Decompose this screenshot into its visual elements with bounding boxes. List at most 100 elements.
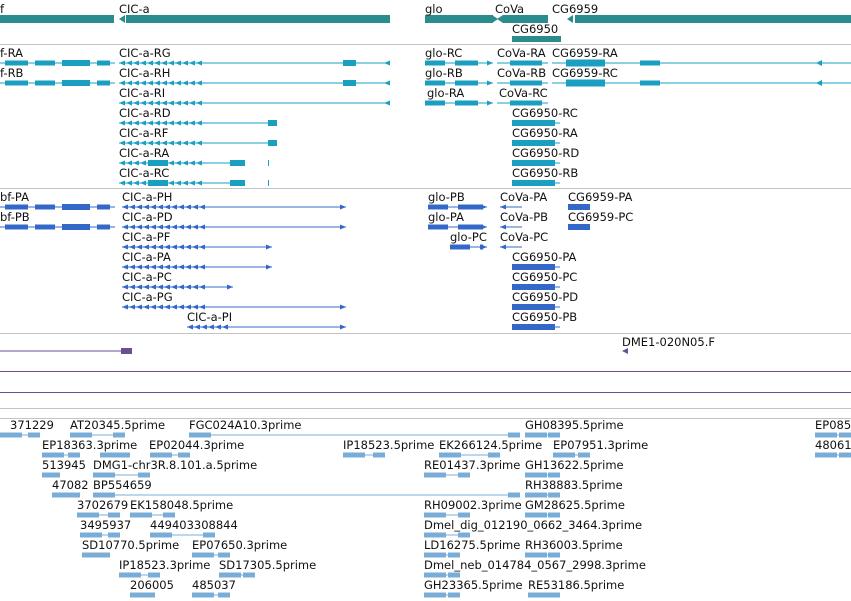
exon-arrow[interactable] <box>171 284 177 290</box>
exon-arrow[interactable] <box>816 80 822 86</box>
gene-label[interactable]: CIC-a <box>119 2 150 16</box>
transcript-label[interactable]: CG6959-RA <box>552 46 618 60</box>
exon-arrow[interactable] <box>126 160 132 166</box>
exon-arrow[interactable] <box>157 284 163 290</box>
exon[interactable] <box>425 80 445 86</box>
exon[interactable] <box>230 180 245 186</box>
gene-glyph-f[interactable] <box>0 15 114 23</box>
exon-arrow[interactable] <box>122 224 128 230</box>
exon-arrow[interactable] <box>168 160 174 166</box>
exon[interactable] <box>230 160 245 166</box>
est-label[interactable]: EP02044.3prime <box>149 438 245 452</box>
exon[interactable] <box>640 60 660 66</box>
est-block[interactable] <box>130 512 152 518</box>
est-label[interactable]: RH38883.5prime <box>525 478 623 492</box>
exon-arrow[interactable] <box>161 60 167 66</box>
est-block[interactable] <box>424 512 446 518</box>
exon-arrow[interactable] <box>122 304 128 310</box>
exon-arrow[interactable] <box>189 160 195 166</box>
protein-label[interactable]: glo-PA <box>428 210 464 224</box>
cds-arrow[interactable] <box>266 244 272 250</box>
est-block[interactable] <box>178 452 190 458</box>
exon-arrow[interactable] <box>154 80 160 86</box>
exon[interactable] <box>455 100 478 106</box>
est-label[interactable]: GH08395.5prime <box>525 418 624 432</box>
exon-arrow[interactable] <box>199 304 205 310</box>
cds[interactable] <box>5 224 28 230</box>
exon-arrow[interactable] <box>192 264 198 270</box>
exon-arrow[interactable] <box>192 204 198 210</box>
exon[interactable] <box>268 160 269 166</box>
cds-arrow[interactable] <box>340 204 346 210</box>
exon-arrow[interactable] <box>194 324 200 330</box>
est-label[interactable]: GM28625.5prime <box>525 498 625 512</box>
exon-arrow[interactable] <box>175 160 181 166</box>
cds[interactable] <box>450 244 470 250</box>
exon-arrow[interactable] <box>161 120 167 126</box>
est-block[interactable] <box>93 492 115 498</box>
exon-arrow[interactable] <box>122 284 128 290</box>
exon-arrow[interactable] <box>133 120 139 126</box>
exon[interactable] <box>97 60 110 66</box>
exon-arrow[interactable] <box>157 224 163 230</box>
exon-arrow[interactable] <box>140 80 146 86</box>
exon-arrow[interactable] <box>182 140 188 146</box>
est-block[interactable] <box>458 532 470 538</box>
est-block[interactable] <box>839 432 851 438</box>
exon-arrow[interactable] <box>192 284 198 290</box>
clone-label[interactable]: DME1-020N05.F <box>622 335 715 349</box>
est-block[interactable] <box>143 592 155 598</box>
exon-arrow[interactable] <box>150 284 156 290</box>
exon-arrow[interactable] <box>189 120 195 126</box>
gene-label[interactable]: CoVa <box>495 2 525 16</box>
protein-label[interactable]: CIC-a-PD <box>122 210 173 224</box>
transcript-label[interactable]: CG6950-RA <box>512 126 578 140</box>
est-block[interactable] <box>218 592 230 598</box>
cds-arrow[interactable] <box>481 244 487 250</box>
exon-arrow[interactable] <box>119 60 125 66</box>
gene-glyph-cic-a[interactable] <box>126 15 390 23</box>
protein-label[interactable]: CG6950-PD <box>512 290 579 304</box>
gene-glyph-cova[interactable] <box>503 15 548 23</box>
est-label[interactable]: 48061 <box>815 438 851 452</box>
exon-arrow[interactable] <box>175 140 181 146</box>
exon-arrow[interactable] <box>150 224 156 230</box>
exon-arrow[interactable] <box>133 180 139 186</box>
est-label[interactable]: 3702679 <box>77 498 129 512</box>
exon-arrow[interactable] <box>215 324 221 330</box>
exon-arrow[interactable] <box>157 304 163 310</box>
est-block[interactable] <box>439 452 461 458</box>
exon-arrow[interactable] <box>164 304 170 310</box>
est-label[interactable]: RE53186.5prime <box>528 578 625 592</box>
exon-arrow[interactable] <box>189 80 195 86</box>
est-label[interactable]: 513945 <box>42 458 86 472</box>
exon-arrow[interactable] <box>140 100 146 106</box>
protein-label[interactable]: CG6950-PB <box>512 310 578 324</box>
est-label[interactable]: 47082 <box>52 478 89 492</box>
est-block[interactable] <box>424 472 446 478</box>
cds-cg6959-pc[interactable] <box>568 224 590 230</box>
exon-arrow[interactable] <box>384 60 390 66</box>
exon[interactable] <box>62 60 90 66</box>
exon-arrow[interactable] <box>208 324 214 330</box>
exon[interactable] <box>455 60 478 66</box>
exon[interactable] <box>510 100 542 106</box>
est-block[interactable] <box>424 552 446 558</box>
est-label[interactable]: 3495937 <box>80 518 132 532</box>
est-label[interactable]: 485037 <box>192 578 236 592</box>
exon[interactable] <box>640 80 660 86</box>
exon-arrow[interactable] <box>143 204 149 210</box>
est-block[interactable] <box>578 452 590 458</box>
est-label[interactable]: DMG1-chr3R.8.101.a.5prime <box>93 458 258 472</box>
cds-cg6959-pa[interactable] <box>568 204 590 210</box>
est-block[interactable] <box>508 432 520 438</box>
gene-label[interactable]: f <box>0 2 5 16</box>
exon[interactable] <box>268 180 269 186</box>
protein-label[interactable]: CG6950-PC <box>512 270 578 284</box>
exon-arrow[interactable] <box>147 60 153 66</box>
est-block[interactable] <box>219 572 241 578</box>
exon-arrow[interactable] <box>126 180 132 186</box>
exon-arrow[interactable] <box>199 264 205 270</box>
exon-arrow[interactable] <box>192 304 198 310</box>
exon-arrow[interactable] <box>119 160 125 166</box>
